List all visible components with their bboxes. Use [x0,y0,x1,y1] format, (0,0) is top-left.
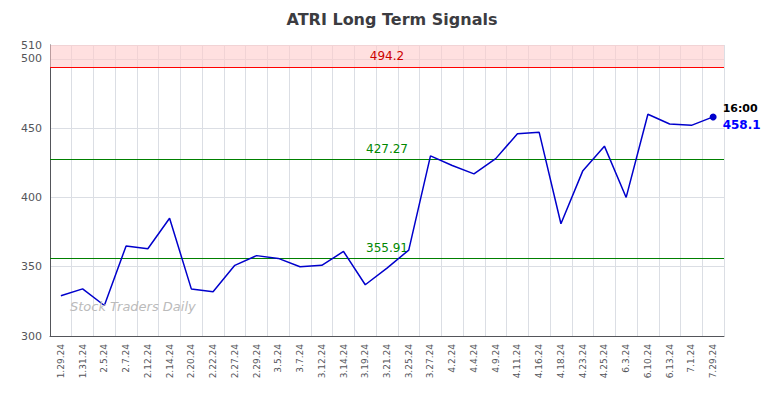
svg-text:3.27.24: 3.27.24 [425,344,435,379]
svg-text:4.18.24: 4.18.24 [556,344,566,379]
svg-text:450: 450 [21,122,42,135]
svg-text:350: 350 [21,260,42,273]
svg-text:3.5.24: 3.5.24 [273,344,283,373]
svg-text:6.13.24: 6.13.24 [665,344,675,379]
svg-text:2.14.24: 2.14.24 [165,344,175,379]
svg-text:4.23.24: 4.23.24 [578,344,588,379]
svg-text:494.2: 494.2 [370,49,404,63]
svg-text:2.27.24: 2.27.24 [230,344,240,379]
svg-text:2.5.24: 2.5.24 [99,344,109,373]
svg-text:3.19.24: 3.19.24 [360,344,370,379]
svg-text:300: 300 [21,330,42,343]
svg-text:500: 500 [21,52,42,65]
svg-text:4.16.24: 4.16.24 [534,344,544,379]
svg-text:3.21.24: 3.21.24 [382,344,392,379]
svg-text:3.25.24: 3.25.24 [404,344,414,379]
svg-text:4.2.24: 4.2.24 [447,344,457,373]
svg-text:3.14.24: 3.14.24 [339,344,349,379]
svg-text:ATRI Long Term Signals: ATRI Long Term Signals [287,10,498,29]
svg-text:400: 400 [21,191,42,204]
svg-text:3.7.24: 3.7.24 [295,344,305,373]
svg-text:6.3.24: 6.3.24 [621,344,631,373]
svg-text:4.9.24: 4.9.24 [491,344,501,373]
svg-text:4.11.24: 4.11.24 [512,344,522,379]
svg-text:Stock Traders Daily: Stock Traders Daily [70,299,196,314]
svg-text:2.20.24: 2.20.24 [186,344,196,379]
svg-text:2.22.24: 2.22.24 [208,344,218,379]
svg-text:7.29.24: 7.29.24 [708,344,718,379]
svg-text:2.7.24: 2.7.24 [121,344,131,373]
svg-text:16:00: 16:00 [723,102,758,115]
svg-text:510: 510 [21,39,42,52]
svg-text:458.1: 458.1 [723,118,761,132]
svg-text:2.29.24: 2.29.24 [252,344,262,379]
svg-text:3.12.24: 3.12.24 [317,344,327,379]
svg-text:355.91: 355.91 [366,241,408,255]
svg-text:4.4.24: 4.4.24 [469,344,479,373]
svg-text:4.25.24: 4.25.24 [599,344,609,379]
svg-text:7.1.24: 7.1.24 [686,344,696,373]
svg-text:1.29.24: 1.29.24 [56,344,66,379]
svg-text:6.10.24: 6.10.24 [643,344,653,379]
svg-text:1.31.24: 1.31.24 [78,344,88,379]
svg-text:2.12.24: 2.12.24 [143,344,153,379]
svg-text:427.27: 427.27 [366,142,408,156]
